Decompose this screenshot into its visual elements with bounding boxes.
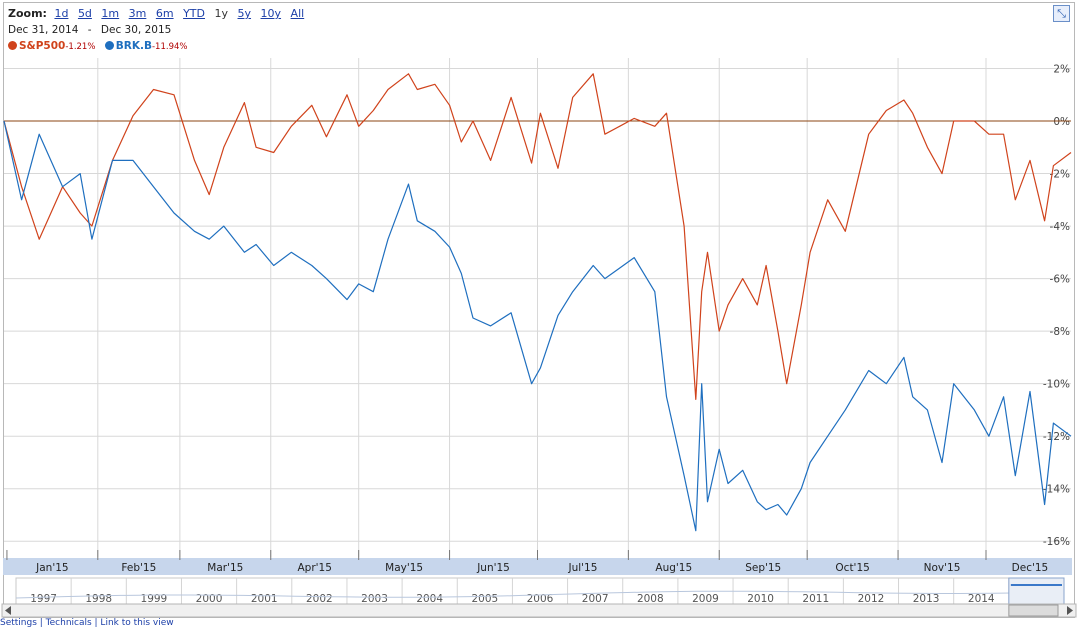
zoom-1d[interactable]: 1d <box>54 7 69 20</box>
y-tick-label: -2% <box>1050 169 1070 181</box>
navigator-year-label: 2012 <box>858 593 885 605</box>
zoom-10y[interactable]: 10y <box>260 7 282 20</box>
x-tick-label: Apr'15 <box>298 562 332 574</box>
legend-item-brkb[interactable]: BRK.B-11.94% <box>104 40 188 52</box>
zoom-5d[interactable]: 5d <box>77 7 92 20</box>
y-tick-label: -14% <box>1043 484 1070 496</box>
y-tick-label: 0% <box>1053 116 1070 128</box>
navigator-year-label: 2002 <box>306 593 333 605</box>
navigator-year-label: 2006 <box>527 593 554 605</box>
y-tick-label: 2% <box>1053 64 1070 76</box>
x-tick-label: Sep'15 <box>745 562 781 574</box>
zoom-all[interactable]: All <box>290 7 305 20</box>
zoom-3m[interactable]: 3m <box>128 7 147 20</box>
navigator-year-label: 2004 <box>416 593 443 605</box>
navigator-year-label: 1997 <box>30 593 57 605</box>
x-tick-label: Jan'15 <box>35 562 68 574</box>
legend-item-sp500[interactable]: S&P500-1.21% <box>8 40 99 52</box>
legend-dot-brkb <box>104 41 114 50</box>
series-line-brkb <box>3 120 1072 532</box>
zoom-label: Zoom: <box>8 7 47 20</box>
zoom-bar: Zoom: 1d 5d 1m 3m 6m YTD 1y 5y 10y All <box>8 7 310 20</box>
x-axis-band <box>3 558 1072 575</box>
date-range: Dec 31, 2014 - Dec 30, 2015 <box>8 24 171 36</box>
navigator-selection <box>1008 577 1065 605</box>
x-tick-label: Jun'15 <box>476 562 510 574</box>
zoom-ytd[interactable]: YTD <box>183 7 205 20</box>
navigator-year-label: 2005 <box>471 593 498 605</box>
scrollbar-thumb <box>1008 604 1059 617</box>
navigator-year-label: 1998 <box>85 593 112 605</box>
zoom-1m[interactable]: 1m <box>101 7 120 20</box>
legend-dot-sp500 <box>8 41 17 50</box>
x-tick-label: Mar'15 <box>207 562 243 574</box>
navigator-year-label: 2000 <box>196 593 223 605</box>
scroll-right-arrow-icon[interactable] <box>1067 606 1073 615</box>
expand-icon[interactable]: ⤡ <box>1053 5 1070 22</box>
date-range-end[interactable]: Dec 30, 2015 <box>100 24 172 36</box>
zoom-1y[interactable]: 1y <box>214 7 229 20</box>
navigator-year-label: 2014 <box>968 593 995 605</box>
y-tick-label: -4% <box>1050 221 1070 233</box>
navigator-year-label: 2003 <box>361 593 388 605</box>
x-tick-label: Aug'15 <box>655 562 692 574</box>
y-tick-label: -16% <box>1043 536 1070 548</box>
y-tick-label: -10% <box>1043 379 1070 391</box>
y-tick-label: -6% <box>1050 274 1070 286</box>
series-line-sp500 <box>3 73 1072 400</box>
legend-change-brkb: -11.94% <box>151 42 188 52</box>
x-tick-label: May'15 <box>385 562 423 574</box>
navigator-year-label: 2013 <box>913 593 940 605</box>
navigator-year-label: 2008 <box>637 593 664 605</box>
zoom-6m[interactable]: 6m <box>155 7 174 20</box>
navigator-year-label: 2011 <box>802 593 829 605</box>
scrollbar-track <box>1 603 1077 618</box>
y-tick-label: -12% <box>1043 431 1070 443</box>
x-tick-label: Dec'15 <box>1012 562 1049 574</box>
legend-change-sp500: -1.21% <box>65 42 96 52</box>
x-tick-label: Oct'15 <box>835 562 869 574</box>
date-range-separator: - <box>87 24 92 36</box>
navigator-year-label: 2010 <box>747 593 774 605</box>
zoom-5y[interactable]: 5y <box>237 7 252 20</box>
legend-name-sp500: S&P500 <box>19 40 66 52</box>
date-range-start[interactable]: Dec 31, 2014 <box>8 24 79 36</box>
scroll-left-arrow-icon[interactable] <box>5 606 11 615</box>
navigator-mini-line <box>15 590 1065 599</box>
navigator-year-label: 1999 <box>141 593 168 605</box>
x-tick-label: Nov'15 <box>924 562 961 574</box>
legend-name-brkb: BRK.B <box>115 40 152 52</box>
navigator-year-label: 2001 <box>251 593 278 605</box>
legend: S&P500-1.21% BRK.B-11.94% <box>8 40 193 52</box>
navigator-year-label: 2009 <box>692 593 719 605</box>
x-tick-label: Feb'15 <box>121 562 156 574</box>
x-tick-label: Jul'15 <box>567 562 597 574</box>
navigator-year-label: 2007 <box>582 593 609 605</box>
y-tick-label: -8% <box>1050 326 1070 338</box>
footer-links[interactable]: Settings | Technicals | Link to this vie… <box>0 618 174 628</box>
